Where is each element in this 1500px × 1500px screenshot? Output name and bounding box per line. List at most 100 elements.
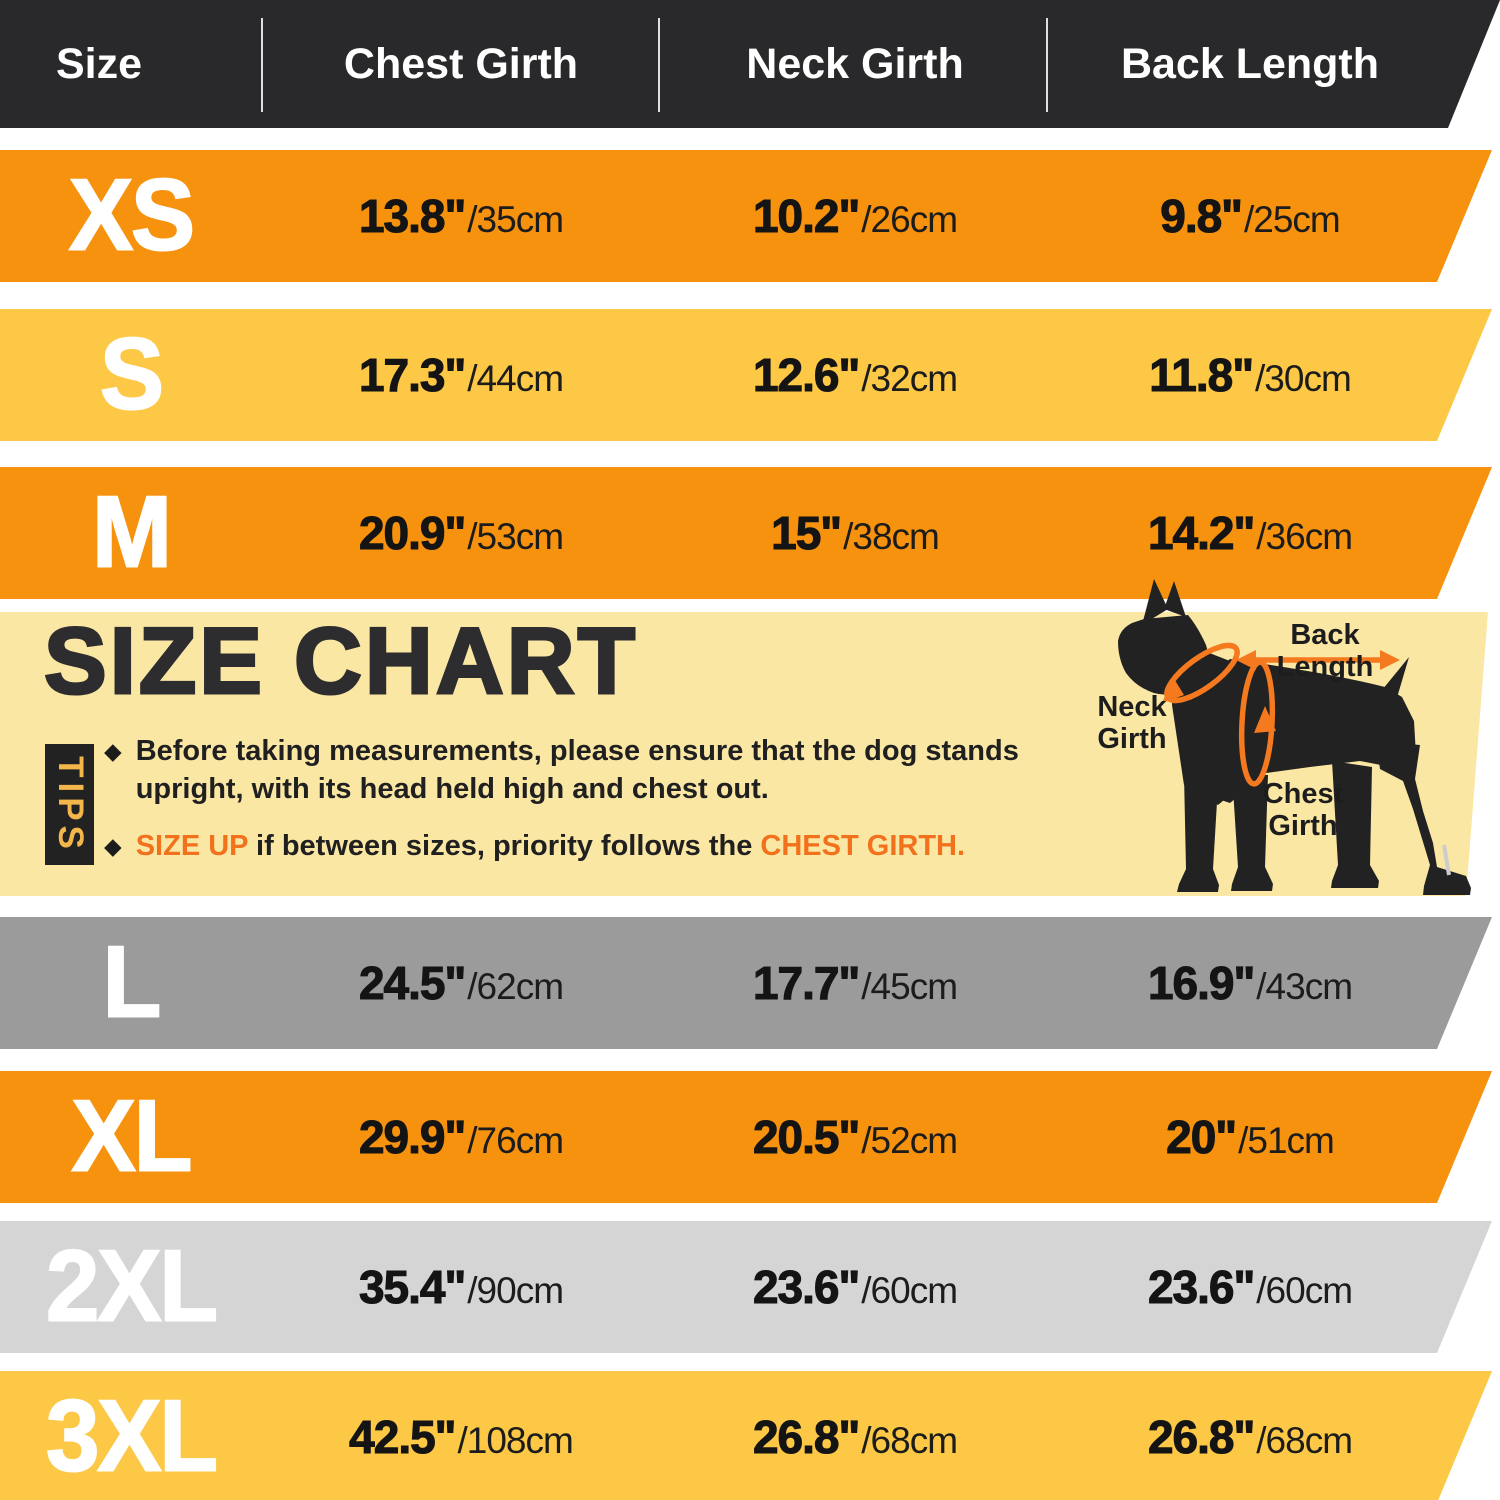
back-centimeters: /25cm [1244,199,1341,240]
size-label: M [91,476,173,589]
back-inches: 11.8" [1149,348,1255,401]
back-value: 14.2"/36cm [1050,506,1450,560]
size-row-xl: XL 29.9"/76cm 20.5"/52cm 20"/51cm [0,1071,1492,1203]
neck-value: 23.6"/60cm [660,1260,1050,1314]
back-centimeters: /68cm [1256,1420,1353,1461]
size-cell: 3XL [0,1385,262,1488]
chest-centimeters: /62cm [467,966,564,1007]
tips-badge-label: TIPS [50,755,90,854]
tip-size-up: ◆ SIZE UP if between sizes, priority fol… [104,828,1154,866]
size-cell: XS [0,159,262,272]
size-cell: 2XL [0,1230,262,1343]
neck-value: 20.5"/52cm [660,1110,1050,1164]
neck-inches: 12.6" [752,348,860,401]
size-label: 2XL [45,1230,219,1343]
neck-centimeters: /26cm [861,199,958,240]
back-centimeters: /60cm [1256,1270,1353,1311]
chest-centimeters: /108cm [457,1420,574,1461]
size-row-m: M 20.9"/53cm 15"/38cm 14.2"/36cm [0,467,1492,599]
size-row-s: S 17.3"/44cm 12.6"/32cm 11.8"/30cm [0,309,1492,441]
back-inches: 16.9" [1147,956,1255,1009]
header-chest-girth: Chest Girth [343,39,579,88]
header-back-length: Back Length [1120,39,1380,88]
size-up-highlight: SIZE UP [135,830,248,862]
neck-centimeters: /68cm [861,1420,958,1461]
back-centimeters: /36cm [1256,516,1353,557]
neck-centimeters: /52cm [861,1120,958,1161]
back-value: 9.8"/25cm [1050,189,1450,243]
size-label: XL [71,1080,194,1193]
size-chart-title: SIZE CHART [43,608,638,713]
back-centimeters: /51cm [1238,1120,1335,1161]
back-centimeters: /30cm [1255,358,1352,399]
chest-value: 24.5"/62cm [262,956,660,1010]
tips-badge: TIPS [45,744,94,865]
back-value: 26.8"/68cm [1050,1410,1450,1464]
header-row: Size Chest Girth Neck Girth Back Length [0,0,1500,128]
chest-inches: 24.5" [358,956,466,1009]
neck-inches: 10.2" [752,189,860,242]
chest-centimeters: /35cm [467,199,564,240]
chest-inches: 17.3" [358,348,466,401]
header-divider [658,18,660,112]
tip-measurement-text: Before taking measurements, please ensur… [135,735,1019,805]
size-cell: XL [0,1080,262,1193]
back-value: 20"/51cm [1050,1110,1450,1164]
neck-girth-line1: Neck [1097,691,1167,723]
neck-inches: 26.8" [752,1410,860,1463]
chest-value: 35.4"/90cm [262,1260,660,1314]
back-inches: 14.2" [1147,506,1255,559]
back-inches: 26.8" [1147,1410,1255,1463]
chest-value: 29.9"/76cm [262,1110,660,1164]
neck-centimeters: /32cm [861,358,958,399]
header-divider [261,18,263,112]
chest-value: 20.9"/53cm [262,506,660,560]
back-value: 23.6"/60cm [1050,1260,1450,1314]
chest-girth-highlight: CHEST GIRTH. [760,830,966,862]
size-cell: L [0,926,262,1039]
size-label: S [99,318,165,431]
chest-centimeters: /76cm [467,1120,564,1161]
back-inches: 9.8" [1160,189,1244,242]
neck-inches: 20.5" [752,1110,860,1163]
chest-inches: 29.9" [358,1110,466,1163]
neck-centimeters: /38cm [843,516,940,557]
header-divider [1046,18,1048,112]
chest-inches: 13.8" [358,189,466,242]
diamond-bullet-icon: ◆ [104,738,122,764]
size-row-xs: XS 13.8"/35cm 10.2"/26cm 9.8"/25cm [0,150,1492,282]
chest-girth-line1: Chest [1262,778,1344,810]
chest-centimeters: /44cm [467,358,564,399]
neck-value: 12.6"/32cm [660,348,1050,402]
tip-measurement: ◆ Before taking measurements, please ens… [104,733,1114,808]
chest-girth-label: Chest Girth [1250,778,1356,843]
diamond-bullet-icon: ◆ [104,833,122,859]
neck-value: 15"/38cm [660,506,1050,560]
size-label: L [102,926,163,1039]
chest-value: 42.5"/108cm [262,1410,660,1464]
neck-inches: 23.6" [752,1260,860,1313]
neck-value: 17.7"/45cm [660,956,1050,1010]
size-cell: M [0,476,262,589]
chest-centimeters: /90cm [467,1270,564,1311]
size-row-l: L 24.5"/62cm 17.7"/45cm 16.9"/43cm [0,917,1492,1049]
size-row-3xl: 3XL 42.5"/108cm 26.8"/68cm 26.8"/68cm [0,1371,1492,1500]
back-centimeters: /43cm [1256,966,1353,1007]
back-inches: 20" [1166,1110,1238,1163]
neck-inches: 15" [771,506,843,559]
neck-value: 10.2"/26cm [660,189,1050,243]
tip-size-up-middle: if between sizes, priority follows the [247,830,761,862]
chest-inches: 20.9" [358,506,466,559]
size-row-2xl: 2XL 35.4"/90cm 23.6"/60cm 23.6"/60cm [0,1221,1492,1353]
tip-size-up-text: SIZE UP if between sizes, priority follo… [136,828,965,866]
back-inches: 23.6" [1147,1260,1255,1313]
header-size: Size [56,39,143,88]
size-label: XS [68,159,196,272]
chest-value: 17.3"/44cm [262,348,660,402]
neck-inches: 17.7" [752,956,860,1009]
neck-centimeters: /60cm [861,1270,958,1311]
chest-inches: 42.5" [349,1410,457,1463]
neck-girth-line2: Girth [1097,722,1167,755]
chest-centimeters: /53cm [467,516,564,557]
